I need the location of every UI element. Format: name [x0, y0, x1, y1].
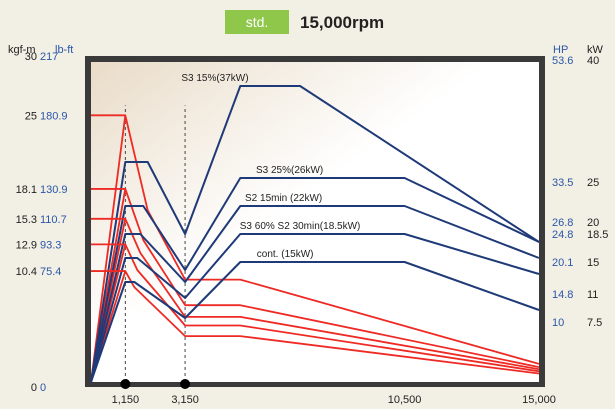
left-tick-lbft-217: 217	[40, 51, 58, 63]
right-tick-kw-40: 40	[587, 55, 599, 67]
right-tick-hp-26-8: 26.8	[552, 217, 573, 229]
right-tick-hp-24-8: 24.8	[552, 229, 573, 241]
left-tick-kgfm-15-3: 15.3	[16, 214, 37, 226]
right-tick-hp-14-8: 14.8	[552, 289, 573, 301]
left-tick-kgfm-30: 30	[25, 51, 37, 63]
torque-line-s3-60-s2-30min-18-5kw	[90, 243, 540, 383]
series-label-s3-60-s2-30min-18-5kw: S3 60% S2 30min(18.5kW)	[240, 221, 361, 232]
unit-hp-label: HP	[553, 44, 568, 56]
torque-line-s3-25-26kw	[90, 187, 540, 383]
left-tick-kgfm-18-1: 18.1	[16, 184, 37, 196]
marker-dot-1150	[120, 379, 131, 389]
unit-kw-label: kW	[587, 44, 604, 56]
power-line-s3-60-s2-30min-18-5kw	[90, 233, 540, 383]
series-label-s3-25-26kw: S3 25%(26kW)	[256, 165, 323, 176]
series-label-s3-15-37kw: S3 15%(37kW)	[181, 73, 248, 84]
series-label-cont-15kw: cont. (15kW)	[257, 249, 314, 260]
right-tick-kw-25: 25	[587, 177, 599, 189]
left-tick-lbft-93-3: 93.3	[40, 239, 61, 251]
left-tick-kgfm-0: 0	[31, 382, 37, 394]
x-tick-10-500: 10,500	[388, 394, 422, 406]
left-tick-lbft-110-7: 110.7	[40, 214, 67, 226]
left-tick-kgfm-10-4: 10.4	[16, 266, 37, 278]
torque-line-s3-15-37kw	[90, 114, 540, 383]
left-tick-lbft-180-9: 180.9	[40, 110, 68, 122]
chart-title: 15,000rpm	[300, 13, 384, 32]
power-line-s3-25-26kw	[90, 177, 540, 383]
left-tick-kgfm-12-9: 12.9	[16, 239, 37, 251]
unit-kgfm-label: kgf-m	[8, 44, 36, 56]
plot-area	[91, 62, 539, 382]
x-tick-3-150: 3,150	[171, 394, 199, 406]
right-tick-hp-53-6: 53.6	[552, 55, 573, 67]
std-badge	[225, 10, 289, 34]
torque-line-cont-15kw	[90, 270, 540, 383]
series-label-s2-15min-22kw: S2 15min (22kW)	[245, 193, 322, 204]
std-badge-label: std.	[246, 14, 269, 30]
right-tick-hp-10: 10	[552, 317, 564, 329]
power-line-s3-15-37kw	[90, 85, 540, 383]
right-tick-kw-18-5: 18.5	[587, 229, 608, 241]
left-tick-kgfm-25: 25	[25, 110, 37, 122]
right-tick-hp-33-5: 33.5	[552, 177, 573, 189]
right-tick-kw-7-5: 7.5	[587, 317, 602, 329]
unit-lbft-label: lb-ft	[55, 44, 73, 56]
marker-dot-3150	[180, 379, 191, 389]
right-tick-kw-11: 11	[587, 289, 598, 301]
x-tick-15-000: 15,000	[522, 394, 556, 406]
left-tick-lbft-130-9: 130.9	[40, 184, 68, 196]
torque-line-s2-15min-22kw	[90, 217, 540, 383]
right-tick-kw-15: 15	[587, 257, 599, 269]
left-tick-lbft-0: 0	[40, 382, 46, 394]
right-tick-hp-20-1: 20.1	[552, 257, 573, 269]
right-tick-kw-20: 20	[587, 217, 599, 229]
x-tick-1-150: 1,150	[112, 394, 140, 406]
power-line-s2-15min-22kw	[90, 205, 540, 383]
power-line-cont-15kw	[90, 261, 540, 383]
left-tick-lbft-75-4: 75.4	[40, 266, 61, 278]
